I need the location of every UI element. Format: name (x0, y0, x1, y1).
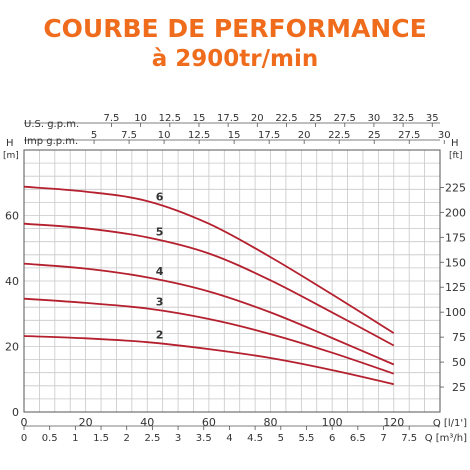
m3h-tick-label: 7 (380, 433, 386, 444)
usgpm-tick-label: 27.5 (334, 113, 356, 124)
m3h-tick-label: 2.5 (144, 433, 160, 444)
y-ft-tick-label: 100 (445, 306, 466, 319)
chart-subtitle: à 2900tr/min (151, 46, 319, 72)
y-ft-tick-label: 175 (445, 231, 466, 244)
impgpm-tick-label: 20 (298, 130, 311, 141)
usgpm-tick-label: 22.5 (275, 113, 297, 124)
x-tick-label: 20 (79, 416, 93, 429)
m3h-tick-label: 1.5 (93, 433, 109, 444)
curve-label-6: 6 (156, 191, 164, 204)
m3h-axis-label: Q [m³/h] (425, 433, 467, 444)
m3h-tick-label: 4 (226, 433, 232, 444)
y-ft-tick-label: 75 (452, 331, 466, 344)
impgpm-axis-label: Imp g.p.m. (24, 136, 78, 147)
y-axis-label: H (6, 138, 14, 149)
usgpm-tick-label: 15 (193, 113, 206, 124)
m3h-tick-label: 0.5 (42, 433, 58, 444)
chart-title: COURBE DE PERFORMANCE (43, 14, 427, 43)
impgpm-tick-label: 25 (368, 130, 381, 141)
curve-6 (23, 185, 395, 334)
y-tick-label: 0 (12, 406, 19, 419)
impgpm-tick-label: 12.5 (188, 130, 210, 141)
y-ft-tick-label: 25 (452, 381, 466, 394)
impgpm-tick-label: 22.5 (328, 130, 350, 141)
m3h-tick-label: 3 (175, 433, 181, 444)
x-tick-label: 120 (383, 416, 404, 429)
y-ft-tick-label: 225 (445, 181, 466, 194)
impgpm-tick-label: 27.5 (398, 130, 420, 141)
y-ft-axis-label: H (451, 138, 459, 149)
usgpm-tick-label: 17.5 (217, 113, 239, 124)
impgpm-tick-label: 10 (158, 130, 171, 141)
y-tick-label: 40 (5, 275, 19, 288)
impgpm-tick-label: 7.5 (121, 130, 137, 141)
curve-4 (23, 262, 395, 366)
m3h-tick-label: 6.5 (350, 433, 366, 444)
y-tick-label: 60 (5, 210, 19, 223)
m3h-tick-label: 7.5 (401, 433, 417, 444)
x-axis-label: Q [l/1'] (433, 418, 467, 429)
usgpm-tick-label: 12.5 (159, 113, 181, 124)
m3h-tick-label: 4.5 (247, 433, 263, 444)
x-tick-label: 0 (21, 416, 28, 429)
m3h-tick-label: 2 (124, 433, 130, 444)
curve-2 (23, 335, 395, 386)
usgpm-tick-label: 7.5 (104, 113, 120, 124)
y-ft-axis-unit: [ft] (449, 151, 463, 161)
usgpm-tick-label: 20 (251, 113, 264, 124)
curve-3 (23, 297, 395, 375)
y-ft-tick-label: 150 (445, 256, 466, 269)
plot-frame (23, 149, 441, 413)
curve-5 (23, 222, 395, 347)
impgpm-tick-label: 5 (91, 130, 97, 141)
curve-label-4: 4 (156, 265, 164, 278)
usgpm-tick-label: 10 (134, 113, 147, 124)
usgpm-tick-label: 25 (309, 113, 322, 124)
usgpm-tick-label: 35 (426, 113, 439, 124)
y-ft-tick-label: 50 (452, 356, 466, 369)
m3h-tick-label: 5.5 (299, 433, 315, 444)
impgpm-tick-label: 30 (438, 130, 451, 141)
m3h-tick-label: 3.5 (196, 433, 212, 444)
y-ft-tick-label: 200 (445, 206, 466, 219)
curve-label-3: 3 (156, 296, 164, 309)
impgpm-tick-label: 15 (228, 130, 241, 141)
y-ft-tick-label: 125 (445, 281, 466, 294)
m3h-tick-label: 0 (21, 433, 27, 444)
m3h-tick-label: 6 (329, 433, 335, 444)
usgpm-tick-label: 30 (368, 113, 381, 124)
curve-label-5: 5 (156, 226, 164, 239)
impgpm-tick-label: 17.5 (258, 130, 280, 141)
m3h-tick-label: 1 (72, 433, 78, 444)
y-axis-unit: [m] (3, 151, 19, 161)
usgpm-tick-label: 32.5 (392, 113, 414, 124)
x-tick-label: 80 (264, 416, 278, 429)
curve-label-2: 2 (156, 329, 164, 342)
y-tick-label: 20 (5, 341, 19, 354)
m3h-tick-label: 5 (278, 433, 284, 444)
usgpm-axis-label: U.S. g.p.m. (24, 119, 79, 130)
